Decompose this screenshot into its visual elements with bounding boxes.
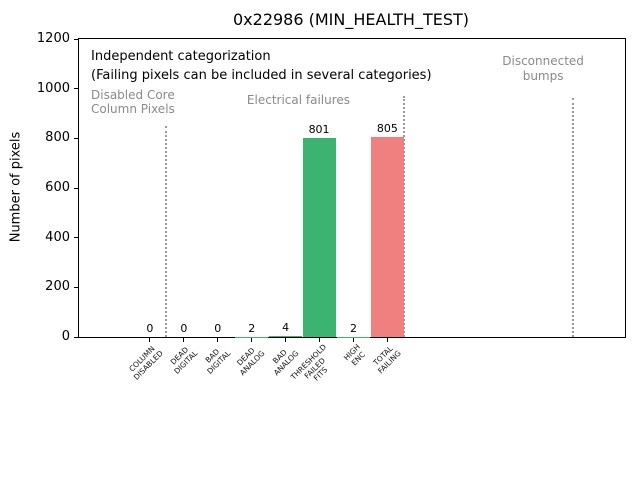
chart-annotation: Disconnected bumps: [502, 54, 584, 83]
bar-value-label: 0: [214, 322, 222, 335]
bar-value-label: 0: [146, 322, 154, 335]
plot-area: 0 200 400 600 800 1000 1200 0 COLUMN DISABLED 0 DE…: [37, 31, 626, 383]
y-tick-mark: [74, 237, 78, 239]
x-tick-label: BAD DIGITAL: [203, 346, 233, 376]
y-tick-mark: [74, 38, 78, 40]
y-tick-label: 800: [45, 130, 70, 146]
chart-annotation: Disabled Core Column Pixels: [91, 88, 175, 116]
x-tick-mark: [285, 338, 287, 342]
x-tick-mark: [352, 338, 354, 342]
x-tick-label: DEAD DIGITAL: [168, 345, 199, 376]
x-tick-mark: [183, 338, 185, 342]
x-tick-mark: [318, 338, 320, 342]
y-tick-label: 600: [45, 180, 70, 195]
y-tick-mark: [74, 187, 78, 189]
chart-annotation: Independent categorization: [91, 49, 271, 64]
y-tick-label: 0: [61, 329, 70, 344]
bar-value-label: 2: [248, 321, 256, 335]
bar: [370, 137, 404, 337]
x-tick-mark: [217, 338, 219, 342]
y-tick-label: 200: [45, 279, 70, 295]
x-tick-mark: [251, 338, 253, 342]
bar-value-label: 0: [180, 322, 188, 335]
x-tick-label: HIGH ENC: [342, 342, 367, 368]
bar-value-label: 805: [376, 122, 398, 136]
bar-value-label: 801: [308, 123, 330, 137]
section-separator-line: [572, 98, 575, 337]
x-tick-label: COLUMN DISABLED: [127, 344, 165, 382]
x-tick-label: DEAD ANALOG: [235, 345, 267, 377]
y-axis-label: Number of pixels: [8, 131, 24, 243]
y-tick-mark: [74, 336, 78, 338]
x-tick-label: TOTAL FAILING: [371, 344, 403, 376]
chart-title: 0x22986 (MIN_HEALTH_TEST): [232, 10, 470, 29]
section-separator-line: [403, 96, 406, 337]
y-tick-mark: [74, 88, 78, 90]
y-tick-label: 1200: [36, 31, 70, 46]
y-tick-mark: [74, 286, 78, 288]
x-tick-mark: [149, 338, 151, 342]
x-tick-mark: [386, 338, 388, 342]
chart-annotation: (Failing pixels can be included in sever…: [91, 68, 432, 83]
bar-value-label: 4: [282, 321, 290, 335]
y-tick-mark: [74, 137, 78, 139]
bar-value-label: 2: [349, 321, 357, 335]
y-tick-label: 400: [45, 229, 70, 245]
chart-annotation: Electrical failures: [246, 93, 351, 107]
bar: [302, 138, 336, 337]
section-separator-line: [164, 126, 167, 337]
bar: [269, 336, 303, 337]
y-tick-label: 1000: [36, 80, 70, 96]
